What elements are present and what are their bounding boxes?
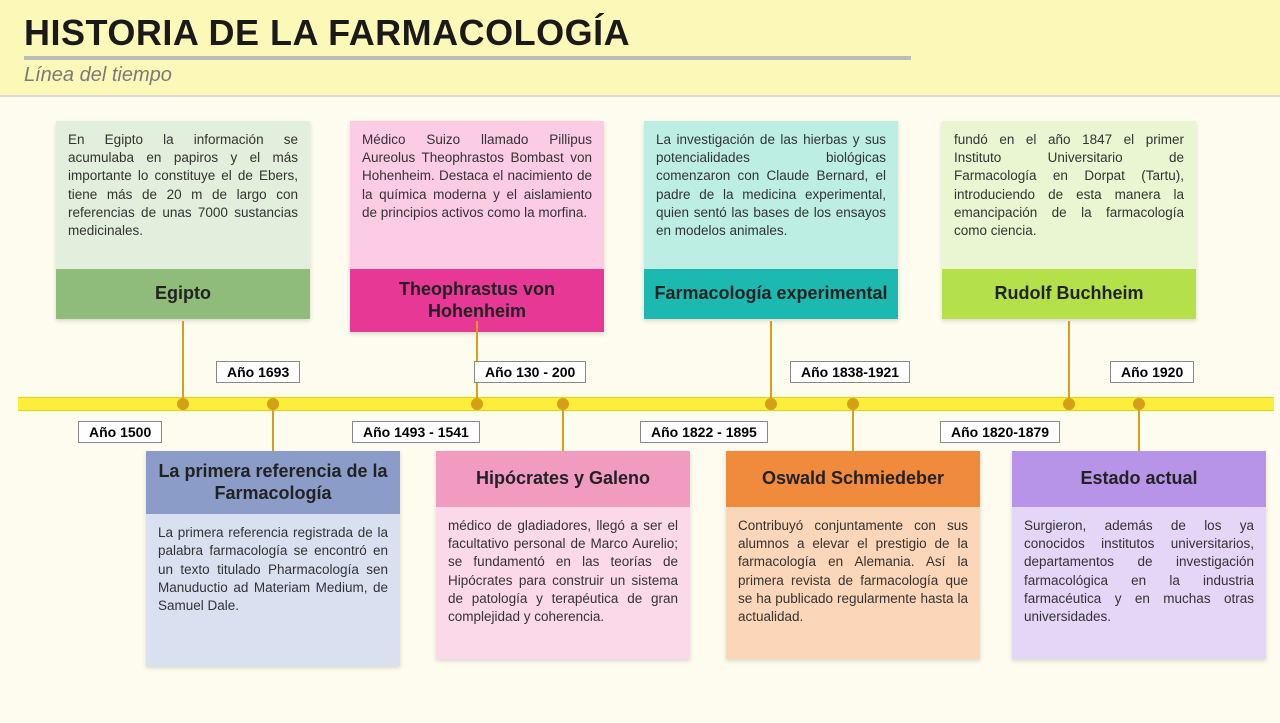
year-label: Año 130 - 200 [474,361,586,383]
timeline-card-top-1: Médico Suizo llamado Pillipus Aureolus T… [350,121,604,332]
timeline-card-bot-3: Estado actualSurgieron, además de los ya… [1012,451,1266,659]
connector [770,321,772,404]
year-label: Año 1693 [216,361,300,383]
year-label: Año 1820-1879 [940,421,1060,443]
card-title: Oswald Schmiedeber [726,451,980,507]
timeline-dot [267,398,279,410]
connector [852,404,854,451]
timeline-dot [557,398,569,410]
timeline-dot [177,398,189,410]
year-label: Año 1920 [1110,361,1194,383]
timeline-dot [471,398,483,410]
timeline-dot [847,398,859,410]
year-label: Año 1500 [78,421,162,443]
year-label: Año 1838-1921 [790,361,910,383]
card-description: Contribuyó conjuntamente con sus alumnos… [726,507,980,659]
timeline-dot [1133,398,1145,410]
page-subtitle: Línea del tiempo [24,64,1256,87]
card-description: Surgieron, además de los ya conocidos in… [1012,507,1266,659]
timeline-card-top-3: fundó en el año 1847 el primer Instituto… [942,121,1196,319]
card-title: Hipócrates y Galeno [436,451,690,507]
card-title: Egipto [56,269,310,319]
card-title: La primera referencia de la Farmacología [146,451,400,514]
card-description: La primera referencia registrada de la p… [146,514,400,666]
card-title: Estado actual [1012,451,1266,507]
card-description: Médico Suizo llamado Pillipus Aureolus T… [350,121,604,269]
card-description: médico de gladiadores, llegó a ser el fa… [436,507,690,659]
timeline-dot [765,398,777,410]
card-title: Rudolf Buchheim [942,269,1196,319]
connector [272,404,274,451]
timeline-card-bot-0: La primera referencia de la Farmacología… [146,451,400,666]
timeline-card-top-0: En Egipto la información se acumulaba en… [56,121,310,319]
timeline-card-bot-2: Oswald SchmiedeberContribuyó conjuntamen… [726,451,980,659]
timeline-dot [1063,398,1075,410]
card-title: Farmacología experimental [644,269,898,319]
connector [182,321,184,404]
timeline-card-top-2: La investigación de las hierbas y sus po… [644,121,898,319]
year-label: Año 1493 - 1541 [352,421,480,443]
title-underline [24,56,911,60]
connector [1068,321,1070,404]
card-description: En Egipto la información se acumulaba en… [56,121,310,269]
card-description: La investigación de las hierbas y sus po… [644,121,898,269]
timeline-stage: En Egipto la información se acumulaba en… [0,97,1280,701]
timeline-card-bot-1: Hipócrates y Galenomédico de gladiadores… [436,451,690,659]
connector [1138,404,1140,451]
connector [562,404,564,451]
year-label: Año 1822 - 1895 [640,421,768,443]
timeline-axis [18,397,1274,411]
card-description: fundó en el año 1847 el primer Instituto… [942,121,1196,269]
page-title: HISTORIA DE LA FARMACOLOGÍA [24,12,1256,54]
header: HISTORIA DE LA FARMACOLOGÍA Línea del ti… [0,0,1280,97]
